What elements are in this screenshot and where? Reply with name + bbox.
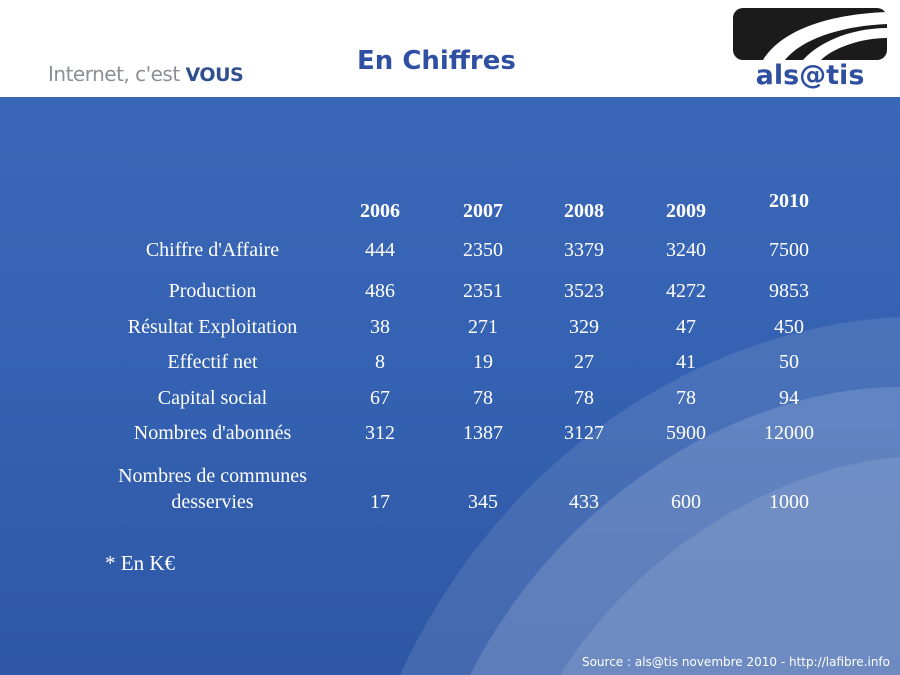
tagline-emphasis: VOUS bbox=[185, 64, 244, 86]
row-label-capital-social: Capital social bbox=[157, 387, 268, 409]
year-header-2008: 2008 bbox=[564, 200, 604, 222]
table-cell: 3523 bbox=[564, 280, 604, 302]
table-cell: 17 bbox=[370, 491, 390, 513]
table-cell: 486 bbox=[365, 280, 395, 302]
footnote: * En K€ bbox=[105, 551, 175, 575]
table-cell: 444 bbox=[365, 239, 395, 261]
row-label-production: Production bbox=[168, 280, 257, 302]
source-credit: Source : als@tis novembre 2010 - http://… bbox=[581, 655, 890, 669]
table-cell: 9853 bbox=[769, 280, 809, 302]
table-cell: 4272 bbox=[666, 280, 706, 302]
table-cell: 78 bbox=[473, 387, 493, 409]
table-cell: 3240 bbox=[666, 239, 706, 261]
table-cell: 8 bbox=[375, 351, 385, 373]
year-header-2010: 2010 bbox=[769, 190, 809, 212]
row-label-communes-line2: desservies bbox=[171, 491, 254, 513]
table-cell: 3379 bbox=[564, 239, 604, 261]
tagline: Internet, c'est VOUS bbox=[48, 62, 244, 86]
table-cell: 12000 bbox=[764, 422, 814, 444]
table-cell: 67 bbox=[370, 387, 390, 409]
table-cell: 329 bbox=[569, 316, 599, 338]
row-label-resultat-exploitation: Résultat Exploitation bbox=[127, 316, 298, 338]
row-label-communes-line1: Nombres de communes bbox=[118, 465, 307, 487]
table-cell: 600 bbox=[671, 491, 701, 513]
table-cell: 2350 bbox=[463, 239, 503, 261]
row-label-nombres-abonnes: Nombres d'abonnés bbox=[133, 422, 292, 444]
year-header-2009: 2009 bbox=[666, 200, 706, 222]
table-cell: 19 bbox=[473, 351, 493, 373]
row-label-chiffre-affaire: Chiffre d'Affaire bbox=[145, 239, 280, 261]
table-cell: 312 bbox=[365, 422, 395, 444]
table-cell: 2351 bbox=[463, 280, 503, 302]
table-cell: 1387 bbox=[463, 422, 503, 444]
alsatis-logo: als@tis bbox=[730, 8, 890, 96]
table-cell: 450 bbox=[774, 316, 804, 338]
table-cell: 78 bbox=[676, 387, 696, 409]
table-cell: 27 bbox=[574, 351, 594, 373]
logo-badge-icon bbox=[733, 8, 887, 60]
table-cell: 94 bbox=[779, 387, 799, 409]
table-cell: 47 bbox=[676, 316, 696, 338]
page-title: En Chiffres bbox=[357, 46, 516, 76]
table-cell: 345 bbox=[468, 491, 498, 513]
table-cell: 3127 bbox=[564, 422, 604, 444]
slide-body bbox=[0, 97, 900, 675]
table-cell: 433 bbox=[569, 491, 599, 513]
year-header-2007: 2007 bbox=[463, 200, 503, 222]
table-cell: 41 bbox=[676, 351, 696, 373]
slide-header: Internet, c'est VOUS En Chiffres als@tis bbox=[0, 0, 900, 97]
table-cell: 78 bbox=[574, 387, 594, 409]
table-cell: 50 bbox=[779, 351, 799, 373]
table-cell: 7500 bbox=[769, 239, 809, 261]
logo-text: als@tis bbox=[755, 60, 865, 91]
table-cell: 1000 bbox=[769, 491, 809, 513]
table-cell: 271 bbox=[468, 316, 498, 338]
tagline-prefix: Internet, c'est bbox=[48, 62, 186, 86]
row-label-effectif-net: Effectif net bbox=[167, 351, 258, 373]
table-cell: 38 bbox=[370, 316, 390, 338]
year-header-2006: 2006 bbox=[360, 200, 400, 222]
table-cell: 5900 bbox=[666, 422, 706, 444]
background-swoosh-icon bbox=[400, 317, 900, 675]
